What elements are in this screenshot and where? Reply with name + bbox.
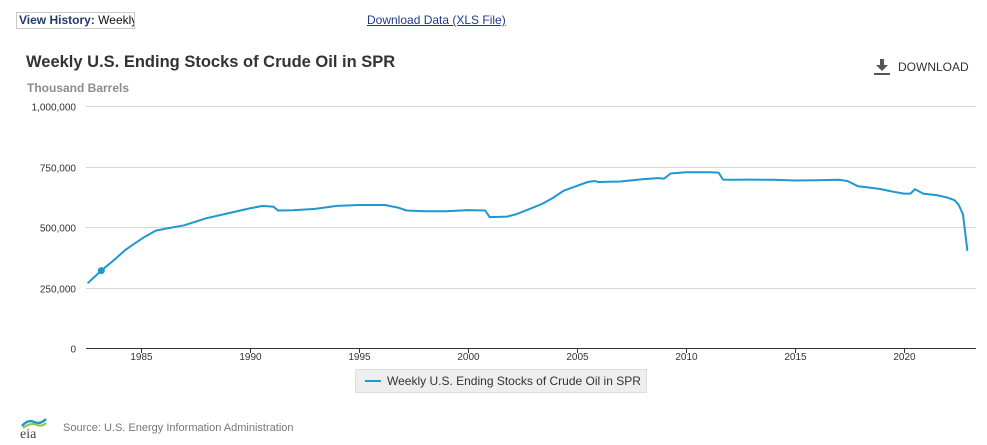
x-tick-label: 2005 bbox=[566, 352, 589, 363]
view-history-label: View History: bbox=[19, 13, 95, 27]
y-tick-label: 1,000,000 bbox=[32, 103, 77, 114]
source-footer: eia Source: U.S. Energy Information Admi… bbox=[19, 417, 294, 439]
x-tick-label: 1990 bbox=[239, 352, 262, 363]
y-axis-ticks: 0 250,000 500,000 750,000 1,000,000 bbox=[32, 103, 77, 356]
view-history-select[interactable]: View History: Weekly bbox=[16, 12, 135, 29]
download-icon bbox=[874, 59, 890, 75]
eia-logo-icon: eia bbox=[20, 418, 47, 439]
x-tick-label: 1985 bbox=[130, 352, 153, 363]
x-tick-label: 2020 bbox=[893, 352, 916, 363]
download-button[interactable]: DOWNLOAD bbox=[874, 58, 969, 76]
series-layer bbox=[87, 171, 969, 284]
source-text: Source: U.S. Energy Information Administ… bbox=[63, 422, 294, 434]
legend-swatch bbox=[365, 380, 381, 382]
chart-subtitle: Thousand Barrels bbox=[27, 81, 130, 95]
chart-title: Weekly U.S. Ending Stocks of Crude Oil i… bbox=[26, 53, 396, 71]
y-tick-label: 0 bbox=[70, 345, 76, 356]
y-tick-label: 750,000 bbox=[40, 164, 77, 175]
view-history-value[interactable]: Weekly bbox=[98, 13, 135, 27]
download-data-link[interactable]: Download Data (XLS File) bbox=[367, 13, 506, 27]
series-line[interactable] bbox=[87, 171, 969, 284]
x-tick-label: 2010 bbox=[675, 352, 698, 363]
x-tick-label: 2000 bbox=[457, 352, 480, 363]
legend-label: Weekly U.S. Ending Stocks of Crude Oil i… bbox=[387, 374, 641, 388]
chart-legend[interactable]: Weekly U.S. Ending Stocks of Crude Oil i… bbox=[355, 369, 647, 393]
eia-logo-text: eia bbox=[20, 427, 37, 439]
x-axis-ticks: 1985 1990 1995 2000 2005 2010 2015 2020 bbox=[130, 348, 916, 363]
chart-grid bbox=[86, 106, 976, 349]
x-tick-label: 2015 bbox=[784, 352, 807, 363]
y-tick-label: 250,000 bbox=[40, 285, 77, 296]
x-tick-label: 1995 bbox=[348, 352, 371, 363]
y-tick-label: 500,000 bbox=[40, 224, 77, 235]
hover-point-marker[interactable] bbox=[97, 267, 105, 275]
download-label: DOWNLOAD bbox=[898, 60, 969, 74]
